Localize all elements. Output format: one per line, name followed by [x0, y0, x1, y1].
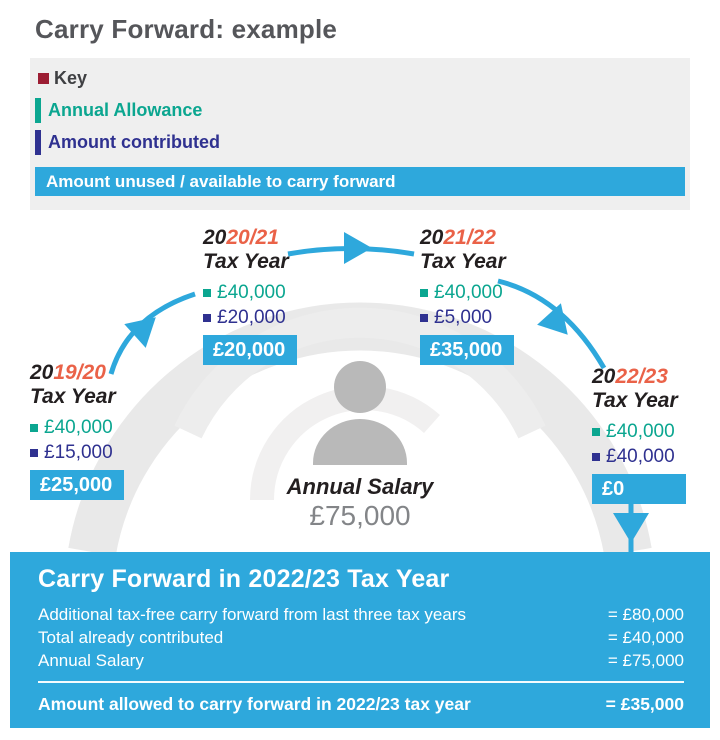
allowance-amount: £40,000 — [44, 417, 113, 438]
amount-contributed-row: £15,000 — [30, 440, 124, 465]
legend-item-amount-unused: Amount unused / available to carry forwa… — [35, 167, 685, 196]
arrow-2021-to-2122-icon — [287, 232, 415, 264]
amount-contributed-row: £40,000 — [592, 444, 686, 469]
tax-year-label: Tax Year — [203, 250, 289, 273]
annual-allowance-row: £40,000 — [203, 280, 297, 305]
legend-unused-label: Amount unused / available to carry forwa… — [46, 171, 396, 191]
summary-row-carry-forward: Additional tax-free carry forward from l… — [38, 603, 684, 626]
legend-heading-label: Key — [54, 68, 88, 88]
legend-allowance-label: Annual Allowance — [48, 100, 203, 120]
tax-year-title: 2020/21 — [203, 226, 297, 250]
tax-year-title: 2019/20 — [30, 361, 124, 385]
legend-item-amount-contributed: Amount contributed — [35, 130, 220, 155]
watermark-small-arc — [250, 386, 440, 501]
page-title: Carry Forward: example — [35, 14, 338, 44]
tax-year-block-2022-23: 2022/23 Tax Year £40,000 £40,000 £0 — [592, 365, 686, 504]
year-prefix: 20 — [592, 365, 616, 388]
summary-panel: Carry Forward in 2022/23 Tax Year Additi… — [10, 552, 710, 728]
allowance-bullet-icon — [30, 423, 38, 432]
tax-year-label: Tax Year — [30, 385, 116, 408]
year-prefix: 20 — [420, 226, 444, 249]
contributed-amount: £5,000 — [434, 307, 493, 328]
year-suffix: 19/20 — [53, 361, 106, 384]
legend-box: Key Annual Allowance Amount contributed … — [30, 58, 690, 210]
arrow-1920-to-2021-icon — [108, 291, 196, 375]
key-square-icon — [38, 73, 49, 84]
summary-row-value: = £75,000 — [607, 651, 684, 670]
tax-year-block-2020-21: 2020/21 Tax Year £40,000 £20,000 £20,000 — [203, 226, 297, 365]
annual-allowance-row: £40,000 — [30, 415, 124, 440]
summary-row-contributed: Total already contributed = £40,000 — [38, 626, 684, 649]
carry-forward-amount-box: £20,000 — [203, 335, 297, 365]
summary-row-label: Annual Salary — [38, 651, 144, 670]
summary-row-label: Additional tax-free carry forward from l… — [38, 605, 466, 624]
summary-total-value: = £35,000 — [605, 694, 684, 714]
arrow-2223-to-summary-icon — [613, 498, 649, 553]
legend-contributed-label: Amount contributed — [48, 132, 220, 152]
year-suffix: 20/21 — [226, 226, 279, 249]
contributed-bar-icon — [35, 130, 41, 155]
summary-heading: Carry Forward in 2022/23 Tax Year — [38, 565, 450, 593]
arrow-2122-to-2223-icon — [497, 278, 607, 370]
allowance-amount: £40,000 — [217, 282, 286, 303]
carry-forward-amount-box: £25,000 — [30, 470, 124, 500]
summary-rows: Additional tax-free carry forward from l… — [38, 603, 684, 672]
allowance-bullet-icon — [203, 288, 211, 297]
tax-year-block-2019-20: 2019/20 Tax Year £40,000 £15,000 £25,000 — [30, 361, 124, 500]
annual-allowance-row: £40,000 — [592, 419, 686, 444]
contributed-bullet-icon — [592, 452, 600, 461]
allowance-bar-icon — [35, 98, 41, 123]
summary-row-value: = £40,000 — [607, 628, 684, 647]
summary-row-salary: Annual Salary = £75,000 — [38, 649, 684, 672]
annual-salary-value: £75,000 — [309, 500, 411, 531]
summary-divider — [38, 681, 684, 683]
year-suffix: 21/22 — [443, 226, 496, 249]
carry-forward-amount-box: £35,000 — [420, 335, 514, 365]
contributed-amount: £20,000 — [217, 307, 286, 328]
contributed-bullet-icon — [203, 313, 211, 322]
allowance-bullet-icon — [592, 427, 600, 436]
tax-year-title: 2021/22 — [420, 226, 514, 250]
year-prefix: 20 — [30, 361, 54, 384]
amount-contributed-row: £5,000 — [420, 305, 514, 330]
tax-year-label: Tax Year — [420, 250, 506, 273]
summary-row-value: = £80,000 — [607, 605, 684, 624]
contributed-bullet-icon — [30, 448, 38, 457]
person-icon — [313, 361, 407, 465]
annual-salary-label: Annual Salary — [286, 474, 434, 499]
tax-year-title: 2022/23 — [592, 365, 686, 389]
summary-row-label: Total already contributed — [38, 628, 224, 647]
legend-heading: Key — [38, 68, 87, 89]
amount-contributed-row: £20,000 — [203, 305, 297, 330]
annual-allowance-row: £40,000 — [420, 280, 514, 305]
carry-forward-amount-box: £0 — [592, 474, 686, 504]
contributed-bullet-icon — [420, 313, 428, 322]
legend-item-annual-allowance: Annual Allowance — [35, 98, 202, 123]
allowance-amount: £40,000 — [606, 421, 675, 442]
year-suffix: 22/23 — [615, 365, 668, 388]
contributed-amount: £15,000 — [44, 442, 113, 463]
allowance-amount: £40,000 — [434, 282, 503, 303]
year-prefix: 20 — [203, 226, 227, 249]
allowance-bullet-icon — [420, 288, 428, 297]
watermark-inner-arc — [174, 307, 546, 439]
tax-year-label: Tax Year — [592, 389, 678, 412]
summary-total-row: Amount allowed to carry forward in 2022/… — [38, 693, 684, 716]
contributed-amount: £40,000 — [606, 446, 675, 467]
summary-total-label: Amount allowed to carry forward in 2022/… — [38, 694, 471, 714]
tax-year-block-2021-22: 2021/22 Tax Year £40,000 £5,000 £35,000 — [420, 226, 514, 365]
